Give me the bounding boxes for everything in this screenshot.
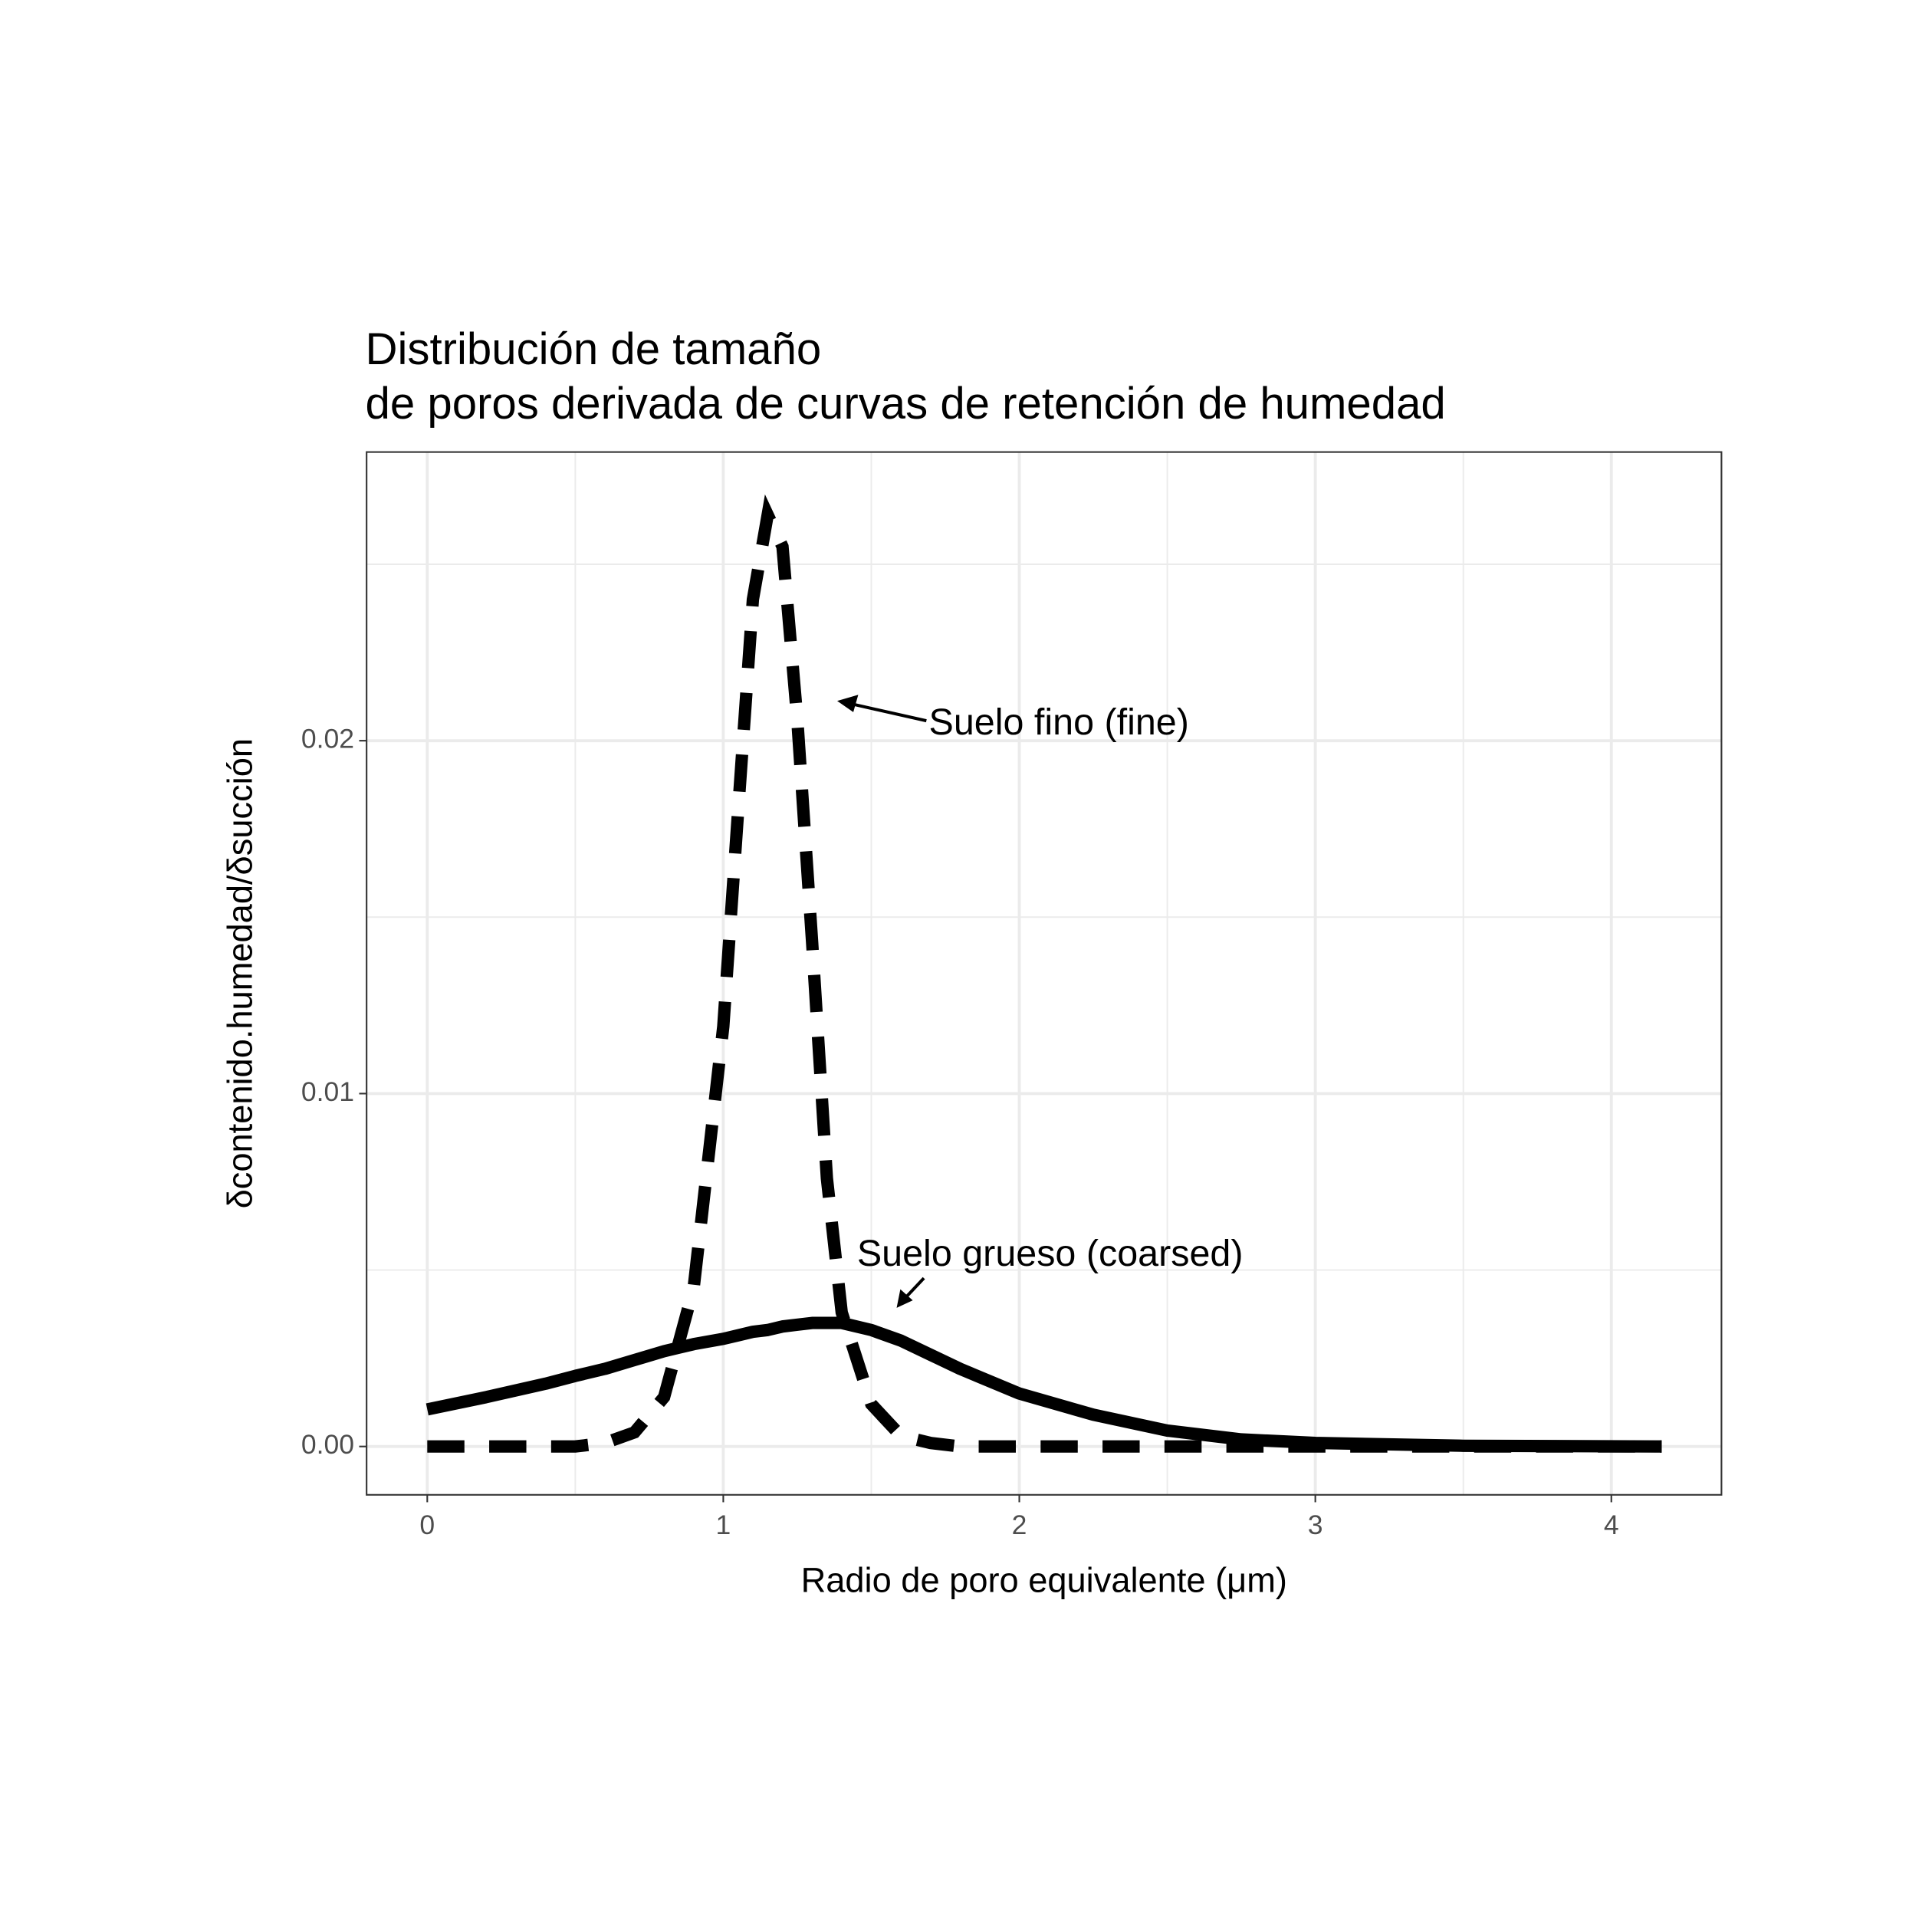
y-tick-label: 0.00 [301, 1429, 354, 1460]
annotation: Suelo fino (fine) [929, 702, 1189, 743]
y-tick-label: 0.01 [301, 1076, 354, 1107]
x-tick-label: 3 [1308, 1510, 1323, 1540]
annotation-arrow [904, 1276, 925, 1300]
panel-border [366, 451, 1723, 1496]
data-line [427, 494, 1662, 1453]
data-line [426, 1316, 1662, 1453]
x-tick-label: 4 [1604, 1510, 1619, 1540]
annotation-arrow [849, 702, 927, 723]
x-tick-label: 1 [716, 1510, 731, 1540]
plot-area [426, 494, 1662, 1453]
annotation-arrowhead [837, 695, 859, 712]
y-tick-label: 0.02 [301, 724, 354, 754]
annotation-arrowhead [896, 1289, 913, 1308]
y-axis-title: δcontenido.humedad/δsucción [221, 738, 260, 1208]
chart-title: Distribución de tamaño [366, 324, 822, 374]
x-axis-title: Radio de poro equivalente (μm) [801, 1560, 1287, 1599]
chart-title: de poros derivada de curvas de retención… [366, 379, 1446, 429]
x-tick-label: 2 [1012, 1510, 1027, 1540]
annotation: Suelo grueso (coarsed) [857, 1233, 1244, 1274]
x-tick-label: 0 [419, 1510, 435, 1540]
